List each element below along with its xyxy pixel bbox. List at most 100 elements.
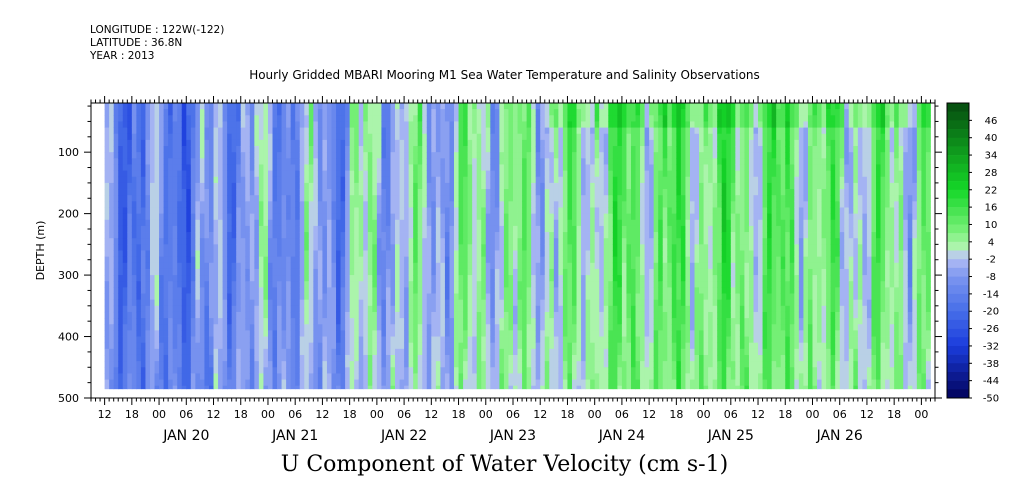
heatmap-cell (458, 275, 464, 282)
heatmap-cell (195, 305, 201, 313)
heatmap-cell (286, 305, 292, 313)
heatmap-cell (490, 207, 496, 215)
heatmap-cell (218, 318, 223, 325)
heatmap-cell (426, 182, 432, 190)
heatmap-cell (363, 336, 369, 344)
heatmap-cell (181, 262, 187, 270)
heatmap-cell (417, 225, 423, 233)
heatmap-cell (336, 219, 341, 227)
heatmap-cell (317, 373, 323, 380)
heatmap-cell (562, 103, 568, 110)
heatmap-cell (336, 324, 341, 331)
heatmap-cell (195, 170, 201, 178)
heatmap-cell (494, 373, 500, 380)
heatmap-cell (177, 164, 183, 172)
heatmap-cell (463, 176, 469, 184)
heatmap-cell (286, 139, 292, 147)
heatmap-cell (118, 139, 124, 147)
heatmap-cell (272, 127, 278, 135)
heatmap-cell (449, 158, 455, 165)
heatmap-cell (395, 336, 400, 344)
heatmap-cell (372, 330, 378, 337)
heatmap-cell (531, 299, 537, 307)
heatmap-cell (499, 336, 505, 344)
heatmap-cell (149, 336, 155, 344)
heatmap-cell (499, 324, 505, 331)
heatmap-cell (517, 336, 523, 344)
heatmap-cell (154, 262, 160, 270)
heatmap-cell (426, 367, 432, 374)
heatmap-cell (485, 262, 491, 270)
heatmap-cell (503, 367, 509, 374)
heatmap-cell (249, 311, 255, 319)
heatmap-cell (390, 299, 396, 307)
heatmap-cell (494, 262, 500, 270)
heatmap-cell (277, 318, 282, 325)
heatmap-cell (385, 170, 391, 178)
heatmap-cell (322, 164, 328, 172)
heatmap-cell (240, 324, 246, 331)
heatmap-cell (522, 324, 528, 331)
heatmap-cell (363, 256, 369, 264)
heatmap-cell (517, 115, 523, 122)
heatmap-cell (372, 238, 378, 245)
heatmap-cell (585, 127, 591, 135)
heatmap-cell (127, 225, 133, 233)
heatmap-cell (118, 109, 124, 116)
heatmap-cell (145, 379, 151, 387)
heatmap-cell (449, 232, 455, 239)
heatmap-cell (349, 127, 355, 135)
heatmap-cell (535, 262, 541, 270)
heatmap-cell (540, 195, 546, 202)
heatmap-cell (467, 318, 473, 325)
heatmap-cell (218, 213, 223, 221)
heatmap-cell (104, 268, 110, 276)
heatmap-cell (354, 281, 360, 288)
heatmap-cell (558, 305, 564, 313)
heatmap-cell (218, 139, 223, 147)
heatmap-cell (367, 336, 373, 344)
heatmap-cell (544, 195, 550, 202)
heatmap-cell (240, 250, 246, 258)
heatmap-cell (109, 232, 115, 239)
heatmap-cell (454, 379, 459, 387)
heatmap-cell (218, 146, 223, 153)
heatmap-cell (104, 146, 110, 153)
heatmap-cell (159, 275, 164, 282)
heatmap-cell (168, 318, 174, 325)
heatmap-cell (444, 367, 450, 374)
heatmap-cell (544, 293, 550, 301)
heatmap-cell (381, 244, 387, 251)
heatmap-cell (113, 201, 119, 208)
heatmap-cell (463, 170, 469, 178)
heatmap-cell (240, 232, 246, 239)
heatmap-cell (204, 311, 210, 319)
heatmap-cell (340, 373, 346, 380)
heatmap-cell (481, 115, 487, 122)
heatmap-cell (127, 146, 133, 153)
heatmap-cell (109, 348, 115, 356)
heatmap-cell (476, 250, 482, 258)
heatmap-cell (231, 268, 237, 276)
heatmap-cell (277, 299, 282, 307)
heatmap-cell (272, 262, 278, 270)
heatmap-cell (304, 225, 310, 233)
heatmap-cell (136, 244, 142, 251)
heatmap-cell (136, 182, 142, 190)
heatmap-cell (444, 342, 450, 350)
heatmap-cell (435, 195, 441, 202)
heatmap-cell (190, 170, 196, 178)
heatmap-cell (236, 195, 242, 202)
heatmap-cell (186, 139, 192, 147)
heatmap-cell (444, 232, 450, 239)
heatmap-cell (227, 238, 233, 245)
heatmap-cell (213, 311, 219, 319)
heatmap-cell (372, 342, 378, 350)
heatmap-cell (104, 121, 110, 128)
heatmap-cell (390, 361, 396, 368)
heatmap-cell (458, 250, 464, 258)
heatmap-cell (372, 219, 378, 227)
heatmap-cell (204, 318, 210, 325)
heatmap-cell (440, 385, 446, 390)
heatmap-cell (576, 324, 582, 331)
